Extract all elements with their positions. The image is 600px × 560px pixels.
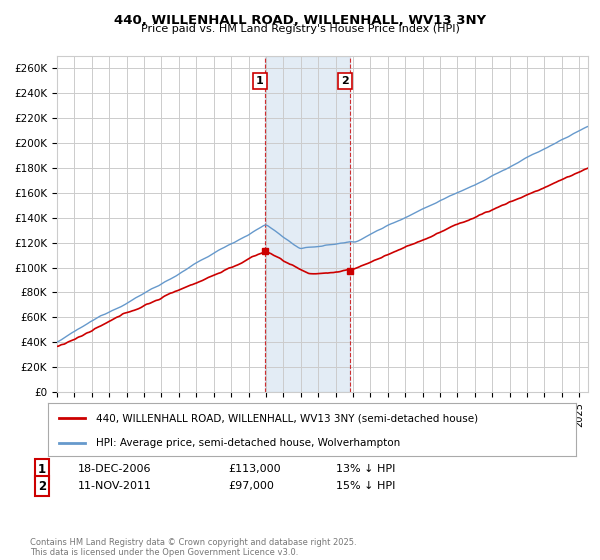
- Text: £113,000: £113,000: [228, 464, 281, 474]
- Text: 2: 2: [38, 479, 46, 493]
- Text: 2: 2: [341, 76, 349, 86]
- Text: 440, WILLENHALL ROAD, WILLENHALL, WV13 3NY: 440, WILLENHALL ROAD, WILLENHALL, WV13 3…: [114, 14, 486, 27]
- Text: 440, WILLENHALL ROAD, WILLENHALL, WV13 3NY (semi-detached house): 440, WILLENHALL ROAD, WILLENHALL, WV13 3…: [95, 413, 478, 423]
- Text: £97,000: £97,000: [228, 481, 274, 491]
- Text: HPI: Average price, semi-detached house, Wolverhampton: HPI: Average price, semi-detached house,…: [95, 438, 400, 448]
- Text: 11-NOV-2011: 11-NOV-2011: [78, 481, 152, 491]
- Bar: [265, 56, 350, 392]
- Text: 18-DEC-2006: 18-DEC-2006: [78, 464, 151, 474]
- Text: 1: 1: [38, 463, 46, 476]
- Text: 15% ↓ HPI: 15% ↓ HPI: [336, 481, 395, 491]
- Text: 1: 1: [256, 76, 264, 86]
- Text: 13% ↓ HPI: 13% ↓ HPI: [336, 464, 395, 474]
- Text: Contains HM Land Registry data © Crown copyright and database right 2025.
This d: Contains HM Land Registry data © Crown c…: [30, 538, 356, 557]
- Text: Price paid vs. HM Land Registry's House Price Index (HPI): Price paid vs. HM Land Registry's House …: [140, 24, 460, 34]
